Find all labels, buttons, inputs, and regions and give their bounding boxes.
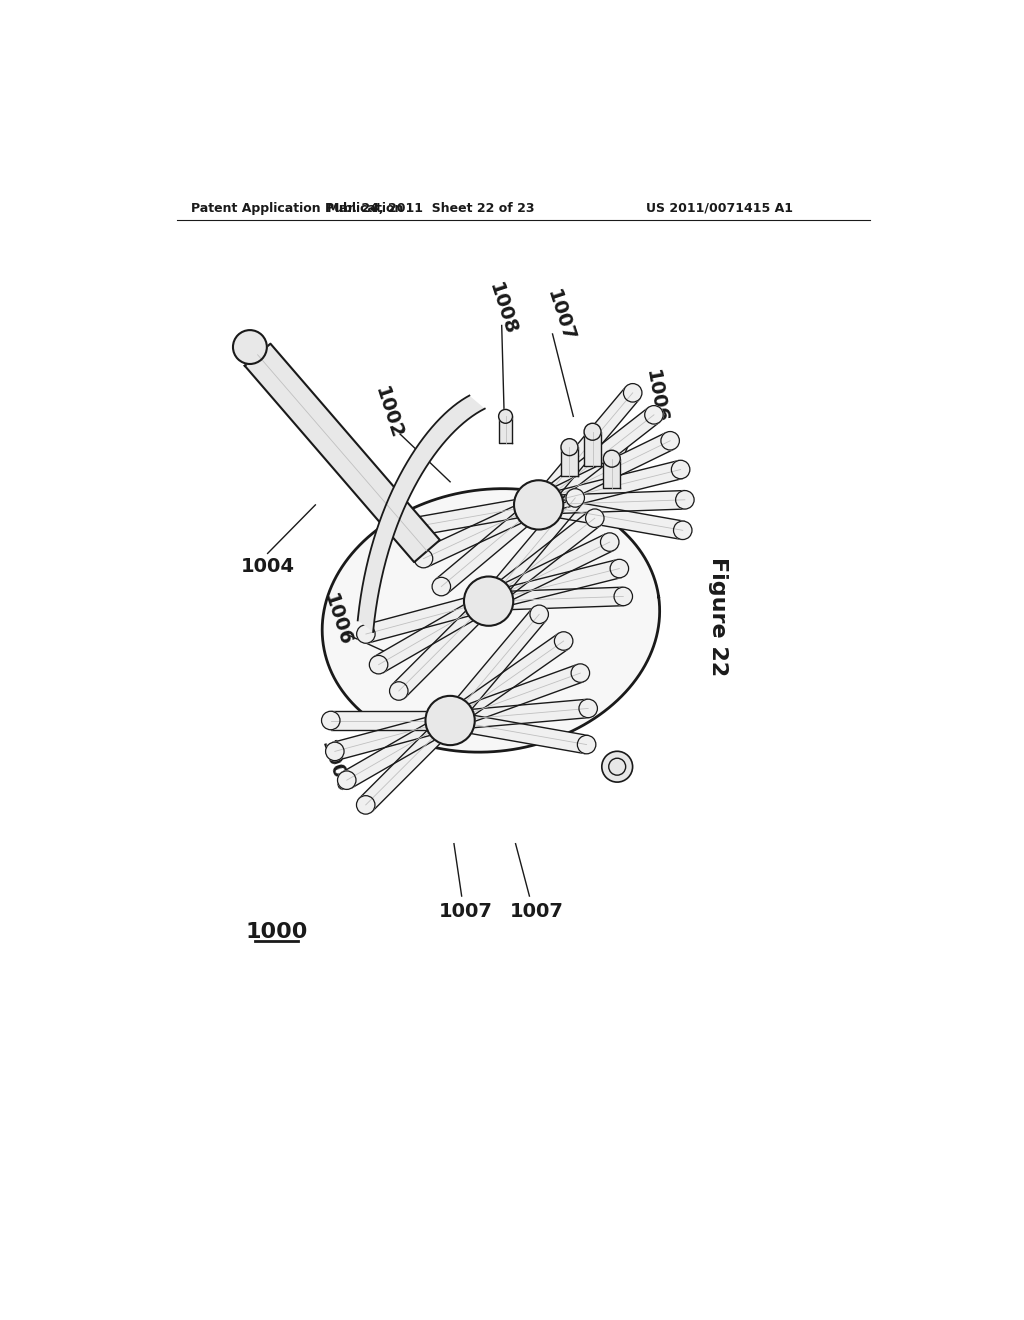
Text: 1006: 1006	[317, 738, 352, 796]
Polygon shape	[483, 511, 600, 609]
Circle shape	[614, 587, 633, 606]
Circle shape	[645, 405, 664, 424]
Circle shape	[586, 510, 604, 528]
Polygon shape	[323, 488, 659, 752]
Polygon shape	[444, 634, 569, 729]
Circle shape	[370, 656, 388, 675]
Polygon shape	[535, 433, 674, 513]
Polygon shape	[499, 416, 512, 444]
Circle shape	[464, 577, 513, 626]
Polygon shape	[537, 496, 684, 540]
Circle shape	[624, 384, 642, 403]
Text: Mar. 24, 2011  Sheet 22 of 23: Mar. 24, 2011 Sheet 22 of 23	[327, 202, 535, 215]
Text: 1004: 1004	[241, 557, 295, 576]
Polygon shape	[331, 711, 451, 730]
Text: Figure 22: Figure 22	[708, 557, 728, 676]
Circle shape	[672, 461, 690, 479]
Text: 1007: 1007	[543, 288, 578, 345]
Circle shape	[499, 409, 512, 424]
Polygon shape	[486, 560, 622, 610]
Polygon shape	[449, 711, 588, 754]
Polygon shape	[484, 533, 613, 610]
Polygon shape	[420, 496, 543, 568]
Polygon shape	[450, 700, 589, 730]
Circle shape	[233, 330, 267, 364]
Circle shape	[338, 771, 356, 789]
Polygon shape	[481, 492, 583, 607]
Circle shape	[571, 664, 590, 682]
Polygon shape	[392, 594, 496, 697]
Circle shape	[530, 605, 549, 623]
Polygon shape	[561, 447, 578, 477]
Polygon shape	[584, 432, 601, 466]
Text: 1000: 1000	[246, 923, 308, 942]
Circle shape	[674, 521, 692, 540]
Text: 1006: 1006	[642, 368, 670, 425]
Polygon shape	[342, 713, 455, 788]
Circle shape	[600, 533, 618, 552]
Circle shape	[322, 711, 340, 730]
Polygon shape	[357, 396, 484, 632]
Circle shape	[514, 480, 563, 529]
Text: 1002: 1002	[371, 384, 406, 441]
Circle shape	[566, 488, 585, 507]
Polygon shape	[333, 711, 453, 760]
Polygon shape	[531, 387, 640, 511]
Polygon shape	[532, 408, 659, 512]
Polygon shape	[443, 609, 546, 726]
Circle shape	[578, 735, 596, 754]
Polygon shape	[245, 343, 440, 562]
Circle shape	[584, 424, 601, 441]
Circle shape	[404, 517, 423, 536]
Circle shape	[432, 577, 451, 595]
Circle shape	[603, 450, 621, 467]
Polygon shape	[435, 498, 545, 594]
Circle shape	[356, 624, 375, 643]
Text: Patent Application Publication: Patent Application Publication	[190, 202, 403, 215]
Circle shape	[610, 560, 629, 578]
Text: 1006: 1006	[319, 591, 354, 649]
Text: 1007: 1007	[438, 902, 493, 921]
Polygon shape	[364, 593, 490, 643]
Polygon shape	[359, 714, 457, 812]
Polygon shape	[446, 664, 584, 729]
Circle shape	[415, 549, 433, 568]
Polygon shape	[374, 593, 494, 673]
Text: 1008: 1008	[485, 280, 520, 337]
Polygon shape	[603, 459, 621, 488]
Text: US 2011/0071415 A1: US 2011/0071415 A1	[646, 202, 794, 215]
Polygon shape	[412, 496, 541, 536]
Polygon shape	[488, 587, 624, 610]
Circle shape	[602, 751, 633, 781]
Circle shape	[425, 696, 475, 744]
Text: 1007: 1007	[510, 902, 564, 921]
Circle shape	[326, 742, 344, 760]
Circle shape	[676, 491, 694, 510]
Circle shape	[356, 796, 375, 814]
Circle shape	[554, 632, 572, 651]
Circle shape	[660, 432, 679, 450]
Polygon shape	[537, 461, 683, 513]
Circle shape	[561, 438, 578, 455]
Polygon shape	[539, 491, 685, 513]
Circle shape	[389, 681, 408, 700]
Circle shape	[579, 700, 597, 718]
